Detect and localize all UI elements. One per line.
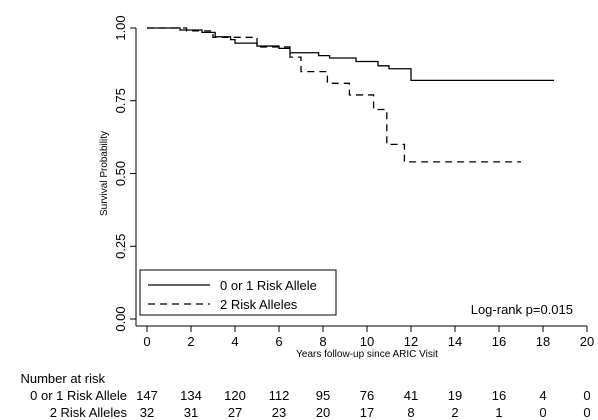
risk-count: 134 xyxy=(180,388,202,403)
risk-row-label-0: 0 or 1 Risk Allele xyxy=(30,388,127,403)
risk-count: 1 xyxy=(495,405,502,420)
y-tick-label: 0.75 xyxy=(113,88,128,113)
risk-count: 112 xyxy=(269,388,290,403)
y-tick-label: 1.00 xyxy=(113,15,128,40)
risk-count: 23 xyxy=(272,405,286,420)
risk-count: 0 xyxy=(583,405,590,420)
risk-count: 17 xyxy=(360,405,374,420)
x-tick-label: 10 xyxy=(360,334,374,349)
y-tick-label: 0.25 xyxy=(113,234,128,259)
risk-count: 32 xyxy=(140,405,154,420)
x-axis-label: Years follow-up since ARIC Visit xyxy=(296,349,438,360)
x-tick-label: 8 xyxy=(319,334,326,349)
log-rank-annotation: Log-rank p=0.015 xyxy=(471,302,573,317)
x-tick-label: 2 xyxy=(187,334,194,349)
risk-count: 76 xyxy=(360,388,374,403)
legend: 0 or 1 Risk Allele 2 Risk Alleles xyxy=(139,269,337,316)
risk-count: 20 xyxy=(316,405,330,420)
risk-count: 8 xyxy=(407,405,414,420)
risk-count: 16 xyxy=(492,388,506,403)
risk-count: 27 xyxy=(228,405,242,420)
risk-count: 4 xyxy=(539,388,546,403)
risk-row-label-1: 2 Risk Alleles xyxy=(50,405,128,420)
x-tick-label: 6 xyxy=(275,334,282,349)
x-tick-label: 14 xyxy=(448,334,462,349)
x-tick-label: 20 xyxy=(580,334,594,349)
risk-count: 19 xyxy=(448,388,462,403)
risk-table-values: 147 134 120 112 95 76 41 19 16 4 0 32 31 27 23 20 17 8 2 1 0… xyxy=(136,388,590,420)
risk-count: 147 xyxy=(136,388,158,403)
survival-curve-2-risk-alleles xyxy=(147,27,521,163)
x-tick-label: 4 xyxy=(231,334,238,349)
legend-label-0-or-1: 0 or 1 Risk Allele xyxy=(220,278,317,293)
risk-count: 120 xyxy=(224,388,246,403)
risk-count: 31 xyxy=(184,405,198,420)
risk-table-title: Number at risk xyxy=(20,371,105,386)
y-tick-label: 0.00 xyxy=(113,306,128,331)
y-tick-label: 0.50 xyxy=(113,161,128,186)
x-tick-label: 0 xyxy=(143,334,150,349)
risk-count: 0 xyxy=(539,405,546,420)
y-ticks: 0.00 0.25 0.50 0.75 1.00 xyxy=(113,15,136,332)
y-axis-label: Survival Probability xyxy=(99,131,110,216)
legend-box xyxy=(139,269,337,316)
risk-count: 2 xyxy=(451,405,458,420)
survival-curve-0-or-1-risk-allele xyxy=(147,27,554,82)
x-tick-label: 16 xyxy=(492,334,506,349)
risk-count: 0 xyxy=(583,388,590,403)
x-ticks: 0 2 4 6 8 10 12 14 16 18 20 xyxy=(143,326,594,349)
risk-count: 41 xyxy=(404,388,418,403)
risk-count: 95 xyxy=(316,388,330,403)
survival-curves xyxy=(147,27,554,163)
x-tick-label: 12 xyxy=(404,334,418,349)
legend-label-2: 2 Risk Alleles xyxy=(220,297,298,312)
x-tick-label: 18 xyxy=(536,334,550,349)
